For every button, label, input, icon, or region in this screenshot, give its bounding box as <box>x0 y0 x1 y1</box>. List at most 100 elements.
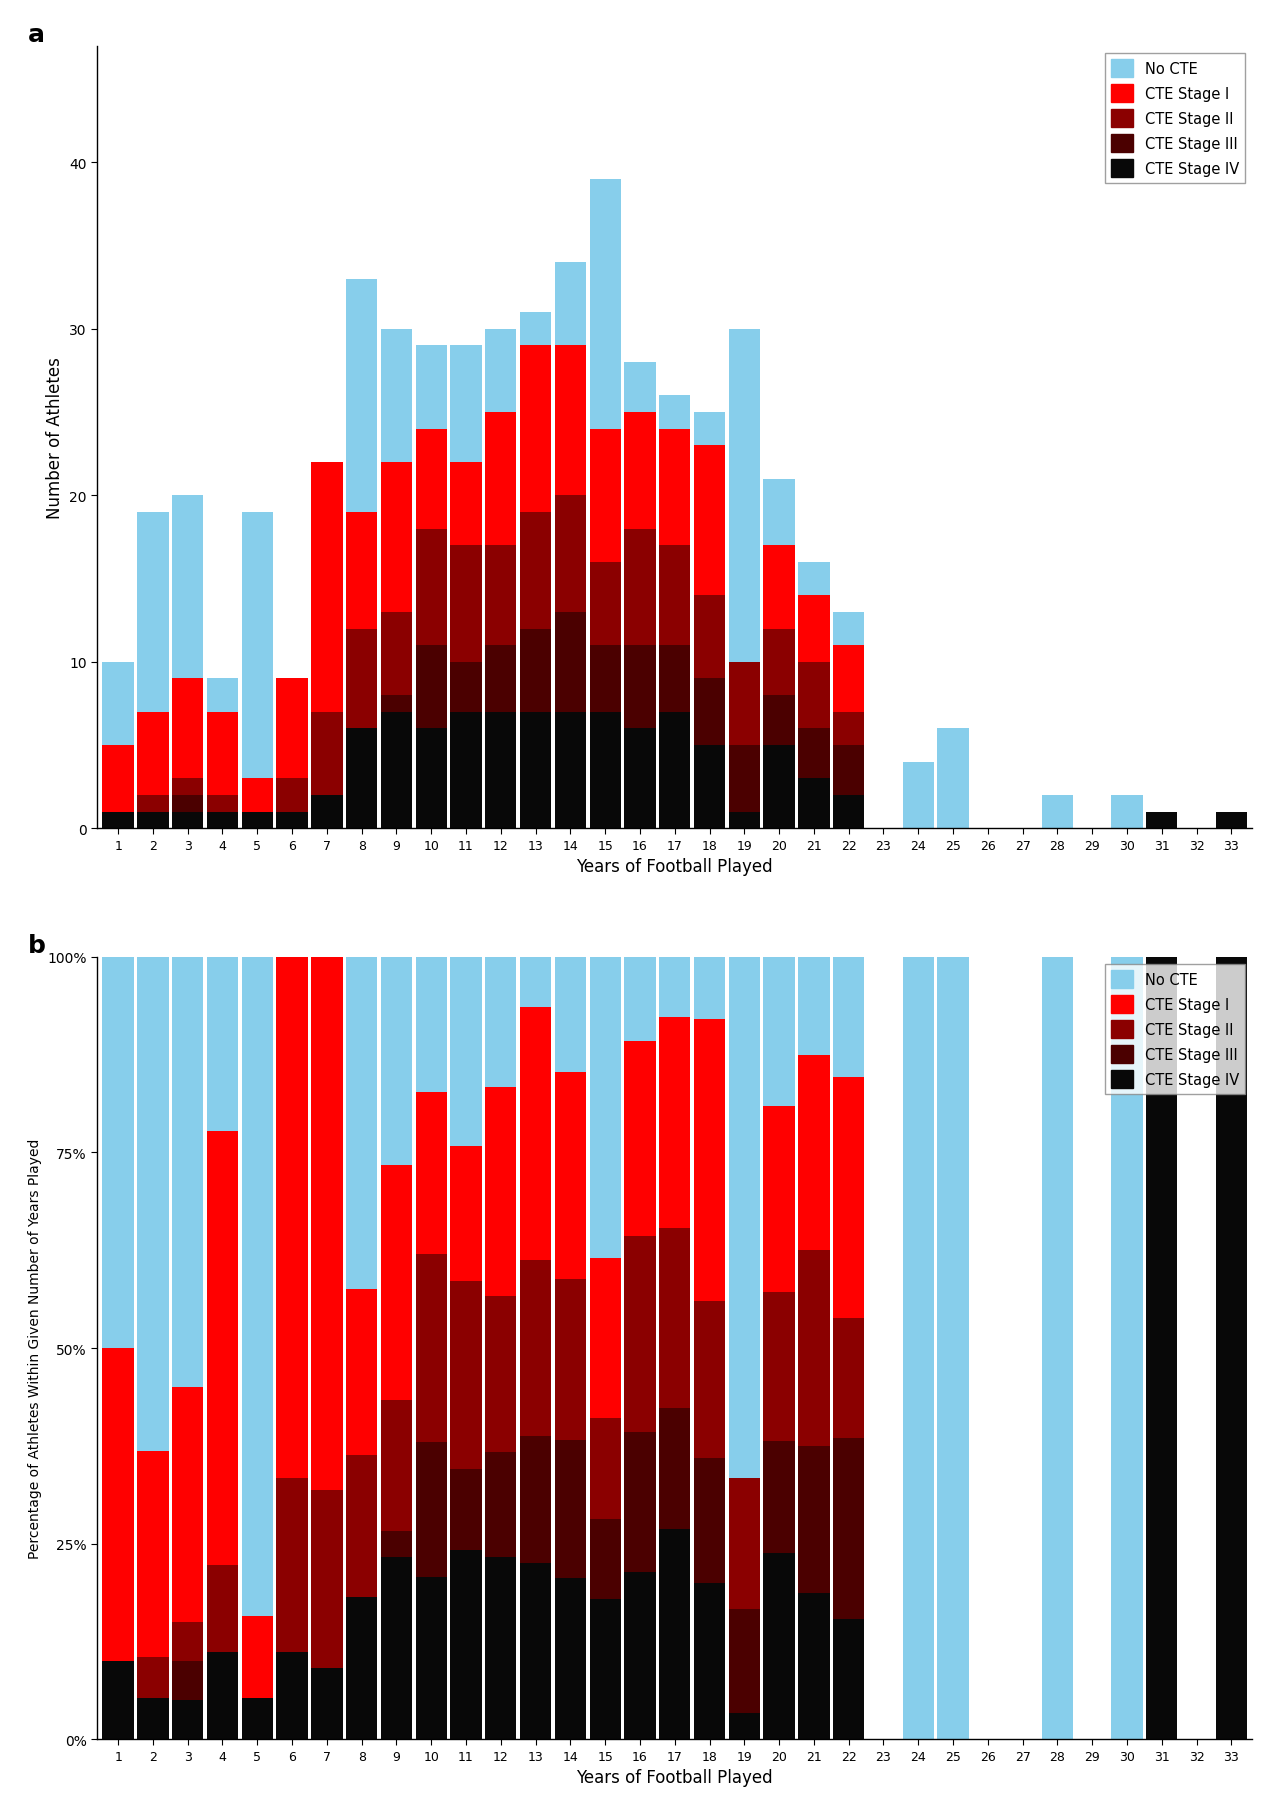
Bar <box>694 446 726 595</box>
Bar <box>380 613 412 697</box>
Bar <box>659 1408 690 1529</box>
Bar <box>485 958 516 1088</box>
Bar <box>659 395 690 430</box>
Bar <box>346 1290 378 1455</box>
Bar <box>380 1400 412 1531</box>
Bar <box>416 729 447 829</box>
Bar <box>485 414 516 546</box>
Bar <box>485 546 516 646</box>
Bar <box>416 646 447 729</box>
Bar <box>625 1571 655 1740</box>
Bar <box>276 1478 307 1653</box>
Bar <box>137 1451 169 1656</box>
Bar <box>554 1440 586 1578</box>
Bar <box>728 813 760 829</box>
Bar <box>137 513 169 713</box>
Bar <box>207 1565 238 1653</box>
Bar <box>799 1446 829 1593</box>
Bar <box>799 562 829 595</box>
Bar <box>520 1261 552 1437</box>
Bar <box>833 1319 864 1439</box>
Bar <box>625 1237 655 1431</box>
Bar <box>763 1292 795 1442</box>
Bar <box>659 1529 690 1740</box>
Bar <box>172 778 204 796</box>
Bar <box>242 958 273 1616</box>
Bar <box>102 662 134 746</box>
Bar <box>451 662 481 713</box>
Bar <box>451 1551 481 1740</box>
Bar <box>520 314 552 346</box>
Bar <box>590 646 621 713</box>
Bar <box>102 1662 134 1740</box>
Bar <box>833 713 864 746</box>
Bar <box>102 958 134 1348</box>
Bar <box>207 958 238 1132</box>
Bar <box>416 958 447 1092</box>
Bar <box>694 678 726 746</box>
Bar <box>380 463 412 613</box>
Bar <box>346 629 378 729</box>
Bar <box>242 1616 273 1698</box>
X-axis label: Years of Football Played: Years of Football Played <box>576 1769 773 1787</box>
Bar <box>763 1442 795 1553</box>
Bar <box>659 713 690 829</box>
Bar <box>625 729 655 829</box>
Bar <box>346 729 378 829</box>
Bar <box>590 562 621 646</box>
Bar <box>137 713 169 796</box>
Bar <box>694 958 726 1019</box>
Bar <box>728 1478 760 1609</box>
Bar <box>102 1348 134 1662</box>
Bar <box>416 430 447 530</box>
Bar <box>625 1431 655 1571</box>
Bar <box>694 1458 726 1584</box>
Bar <box>554 1279 586 1440</box>
Bar <box>451 713 481 829</box>
Bar <box>937 958 969 1740</box>
Bar <box>833 1439 864 1618</box>
Bar <box>590 1259 621 1419</box>
Bar <box>276 778 307 813</box>
Bar <box>207 1132 238 1565</box>
Bar <box>276 1653 307 1740</box>
Bar <box>763 746 795 829</box>
Bar <box>625 646 655 729</box>
Bar <box>172 1622 204 1662</box>
Bar <box>520 513 552 629</box>
Bar <box>520 1009 552 1261</box>
Bar <box>520 1437 552 1562</box>
Bar <box>554 1578 586 1740</box>
Bar <box>520 958 552 1009</box>
Bar <box>276 678 307 778</box>
Legend: No CTE, CTE Stage I, CTE Stage II, CTE Stage III, CTE Stage IV: No CTE, CTE Stage I, CTE Stage II, CTE S… <box>1106 965 1245 1094</box>
Bar <box>311 958 343 1491</box>
Bar <box>485 1556 516 1740</box>
Bar <box>485 713 516 829</box>
Bar <box>137 796 169 813</box>
Bar <box>694 595 726 678</box>
Bar <box>172 495 204 678</box>
Bar <box>763 1107 795 1292</box>
Bar <box>520 346 552 513</box>
Bar <box>799 958 829 1056</box>
Bar <box>207 796 238 813</box>
Bar <box>242 1698 273 1740</box>
Bar <box>416 1442 447 1578</box>
Bar <box>380 1531 412 1556</box>
Bar <box>380 958 412 1166</box>
Bar <box>416 1578 447 1740</box>
Bar <box>554 263 586 346</box>
Bar <box>172 678 204 778</box>
Bar <box>242 513 273 778</box>
Bar <box>833 746 864 796</box>
Bar <box>554 713 586 829</box>
Bar <box>590 1518 621 1598</box>
Bar <box>763 629 795 697</box>
Bar <box>520 713 552 829</box>
Bar <box>659 546 690 646</box>
Bar <box>451 958 481 1146</box>
Bar <box>554 346 586 495</box>
Bar <box>311 713 343 796</box>
Text: b: b <box>28 934 46 958</box>
